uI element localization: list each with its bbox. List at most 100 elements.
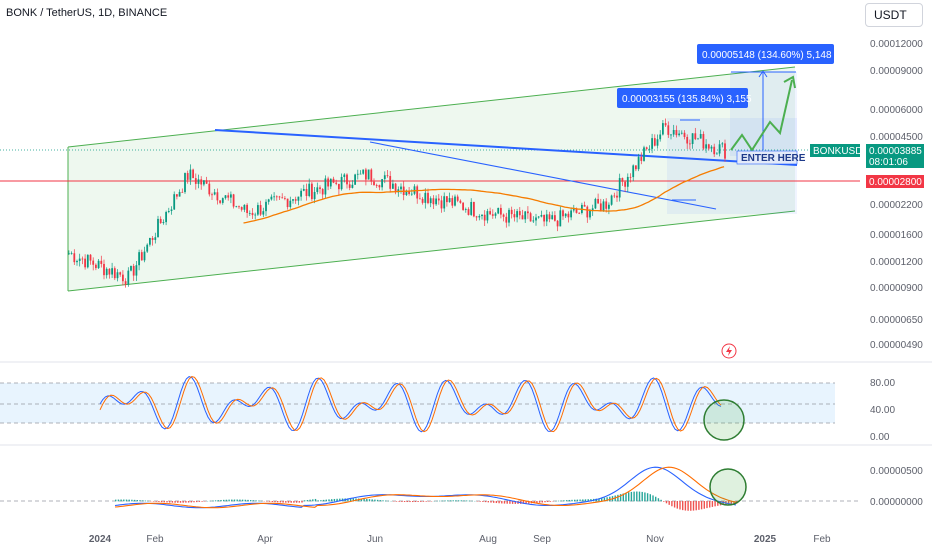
candle-body (200, 179, 203, 185)
candle-body (367, 169, 370, 180)
macd-bar (420, 501, 422, 502)
macd-bar (682, 501, 684, 511)
candle-body (167, 211, 170, 212)
price-axis-label: 0.00001200 (870, 257, 923, 268)
macd-bar (258, 500, 260, 502)
macd-bar (376, 499, 379, 502)
current-price-tag[interactable]: BONKUSDT 0.00003885 08:01:06 (810, 144, 924, 168)
macd-bar (703, 501, 705, 509)
macd-bar (603, 497, 606, 502)
descending-trendline[interactable] (214, 129, 798, 166)
candle-body (305, 188, 308, 197)
macd-bar (503, 501, 506, 504)
candle-body (321, 189, 324, 195)
candle-body (143, 251, 146, 261)
macd-bar (622, 493, 624, 502)
candle-body (86, 254, 89, 268)
level-price-tag[interactable]: 0.00002800 (866, 175, 924, 188)
macd-bar (304, 500, 306, 502)
macd-bar (441, 500, 444, 502)
candle-body (505, 216, 508, 223)
candlestick-series[interactable] (68, 118, 726, 288)
macd-bar (374, 499, 376, 502)
macd-bar (706, 501, 708, 509)
candle-body (340, 176, 343, 190)
macd-bar (660, 499, 662, 502)
candle-body (697, 138, 699, 140)
candle-body (313, 191, 316, 200)
macd-bar (425, 501, 427, 502)
candle-body (664, 123, 667, 126)
candle-body (589, 210, 591, 218)
candle-body (284, 198, 286, 199)
macd-bar (171, 501, 174, 503)
candle-body (140, 252, 143, 261)
candle-body (73, 253, 76, 263)
callout-large[interactable]: 0.00005148 (134.60%) 5,148 (697, 44, 834, 64)
macd-bar (312, 499, 314, 502)
macd-bar (320, 500, 322, 502)
candle-body (559, 210, 562, 227)
candle-body (308, 183, 311, 197)
lightning-icon[interactable] (721, 343, 737, 359)
candle-body (532, 220, 535, 222)
candle-body (467, 209, 470, 215)
macd-bar (298, 501, 300, 503)
macd-bar (633, 491, 635, 502)
candle-body (610, 195, 613, 205)
enter-here-label[interactable]: ENTER HERE (736, 150, 806, 165)
candle-body (500, 207, 502, 215)
candle-body (486, 211, 489, 221)
candle-body (338, 183, 340, 190)
candle-body (219, 200, 221, 203)
candle-body (162, 222, 165, 224)
candle-body (675, 129, 678, 136)
macd-bar (576, 499, 579, 502)
candle-body (635, 165, 637, 170)
candle-body (562, 210, 564, 217)
macd-bar (730, 501, 732, 505)
macd-bar (314, 498, 317, 502)
secondary-trendline[interactable] (369, 141, 717, 210)
candle-body (448, 198, 451, 203)
macd-level-zero: 0.00000000 (870, 497, 923, 508)
candle-body (68, 253, 70, 255)
candle-body (632, 165, 635, 178)
macd-bar (646, 493, 649, 502)
macd-bar (644, 492, 646, 502)
candle-body (89, 254, 92, 261)
currency-selector[interactable]: USDT (865, 3, 923, 27)
candle-body (699, 133, 702, 139)
macd-bar (363, 498, 365, 502)
macd-bar (371, 499, 373, 502)
candle-body (178, 191, 181, 197)
candle-body (597, 198, 599, 204)
macd-bar (333, 498, 336, 502)
macd-bar (636, 491, 638, 502)
macd-bar (428, 501, 430, 502)
price-axis[interactable]: 0.00012000 0.00009000 0.00006000 0.00004500… (870, 39, 923, 351)
macd-bar (468, 500, 471, 502)
macd-bar (698, 501, 700, 510)
candle-body (413, 186, 416, 194)
callout-small[interactable]: 0.00003155 (135.84%) 3,155 (617, 88, 752, 108)
macd-bar (395, 501, 398, 502)
candle-body (586, 206, 589, 218)
price-axis-label: 0.00001600 (870, 230, 923, 241)
macd-bar (514, 501, 516, 504)
candle-body (132, 265, 135, 276)
candle-body (270, 196, 273, 200)
candle-body (410, 193, 413, 195)
macd-bar (387, 500, 390, 502)
stoch-d-line (99, 376, 722, 433)
candle-body (170, 209, 173, 212)
macd-bar (452, 500, 454, 502)
candle-body (645, 147, 648, 149)
time-axis[interactable]: 2024 Feb Apr Jun Aug Sep Nov 2025 Feb (89, 534, 831, 545)
macd-bar (125, 499, 128, 502)
macd-bar (709, 501, 711, 508)
candle-body (494, 213, 497, 216)
candle-body (356, 173, 359, 175)
macd-bar (487, 501, 489, 503)
